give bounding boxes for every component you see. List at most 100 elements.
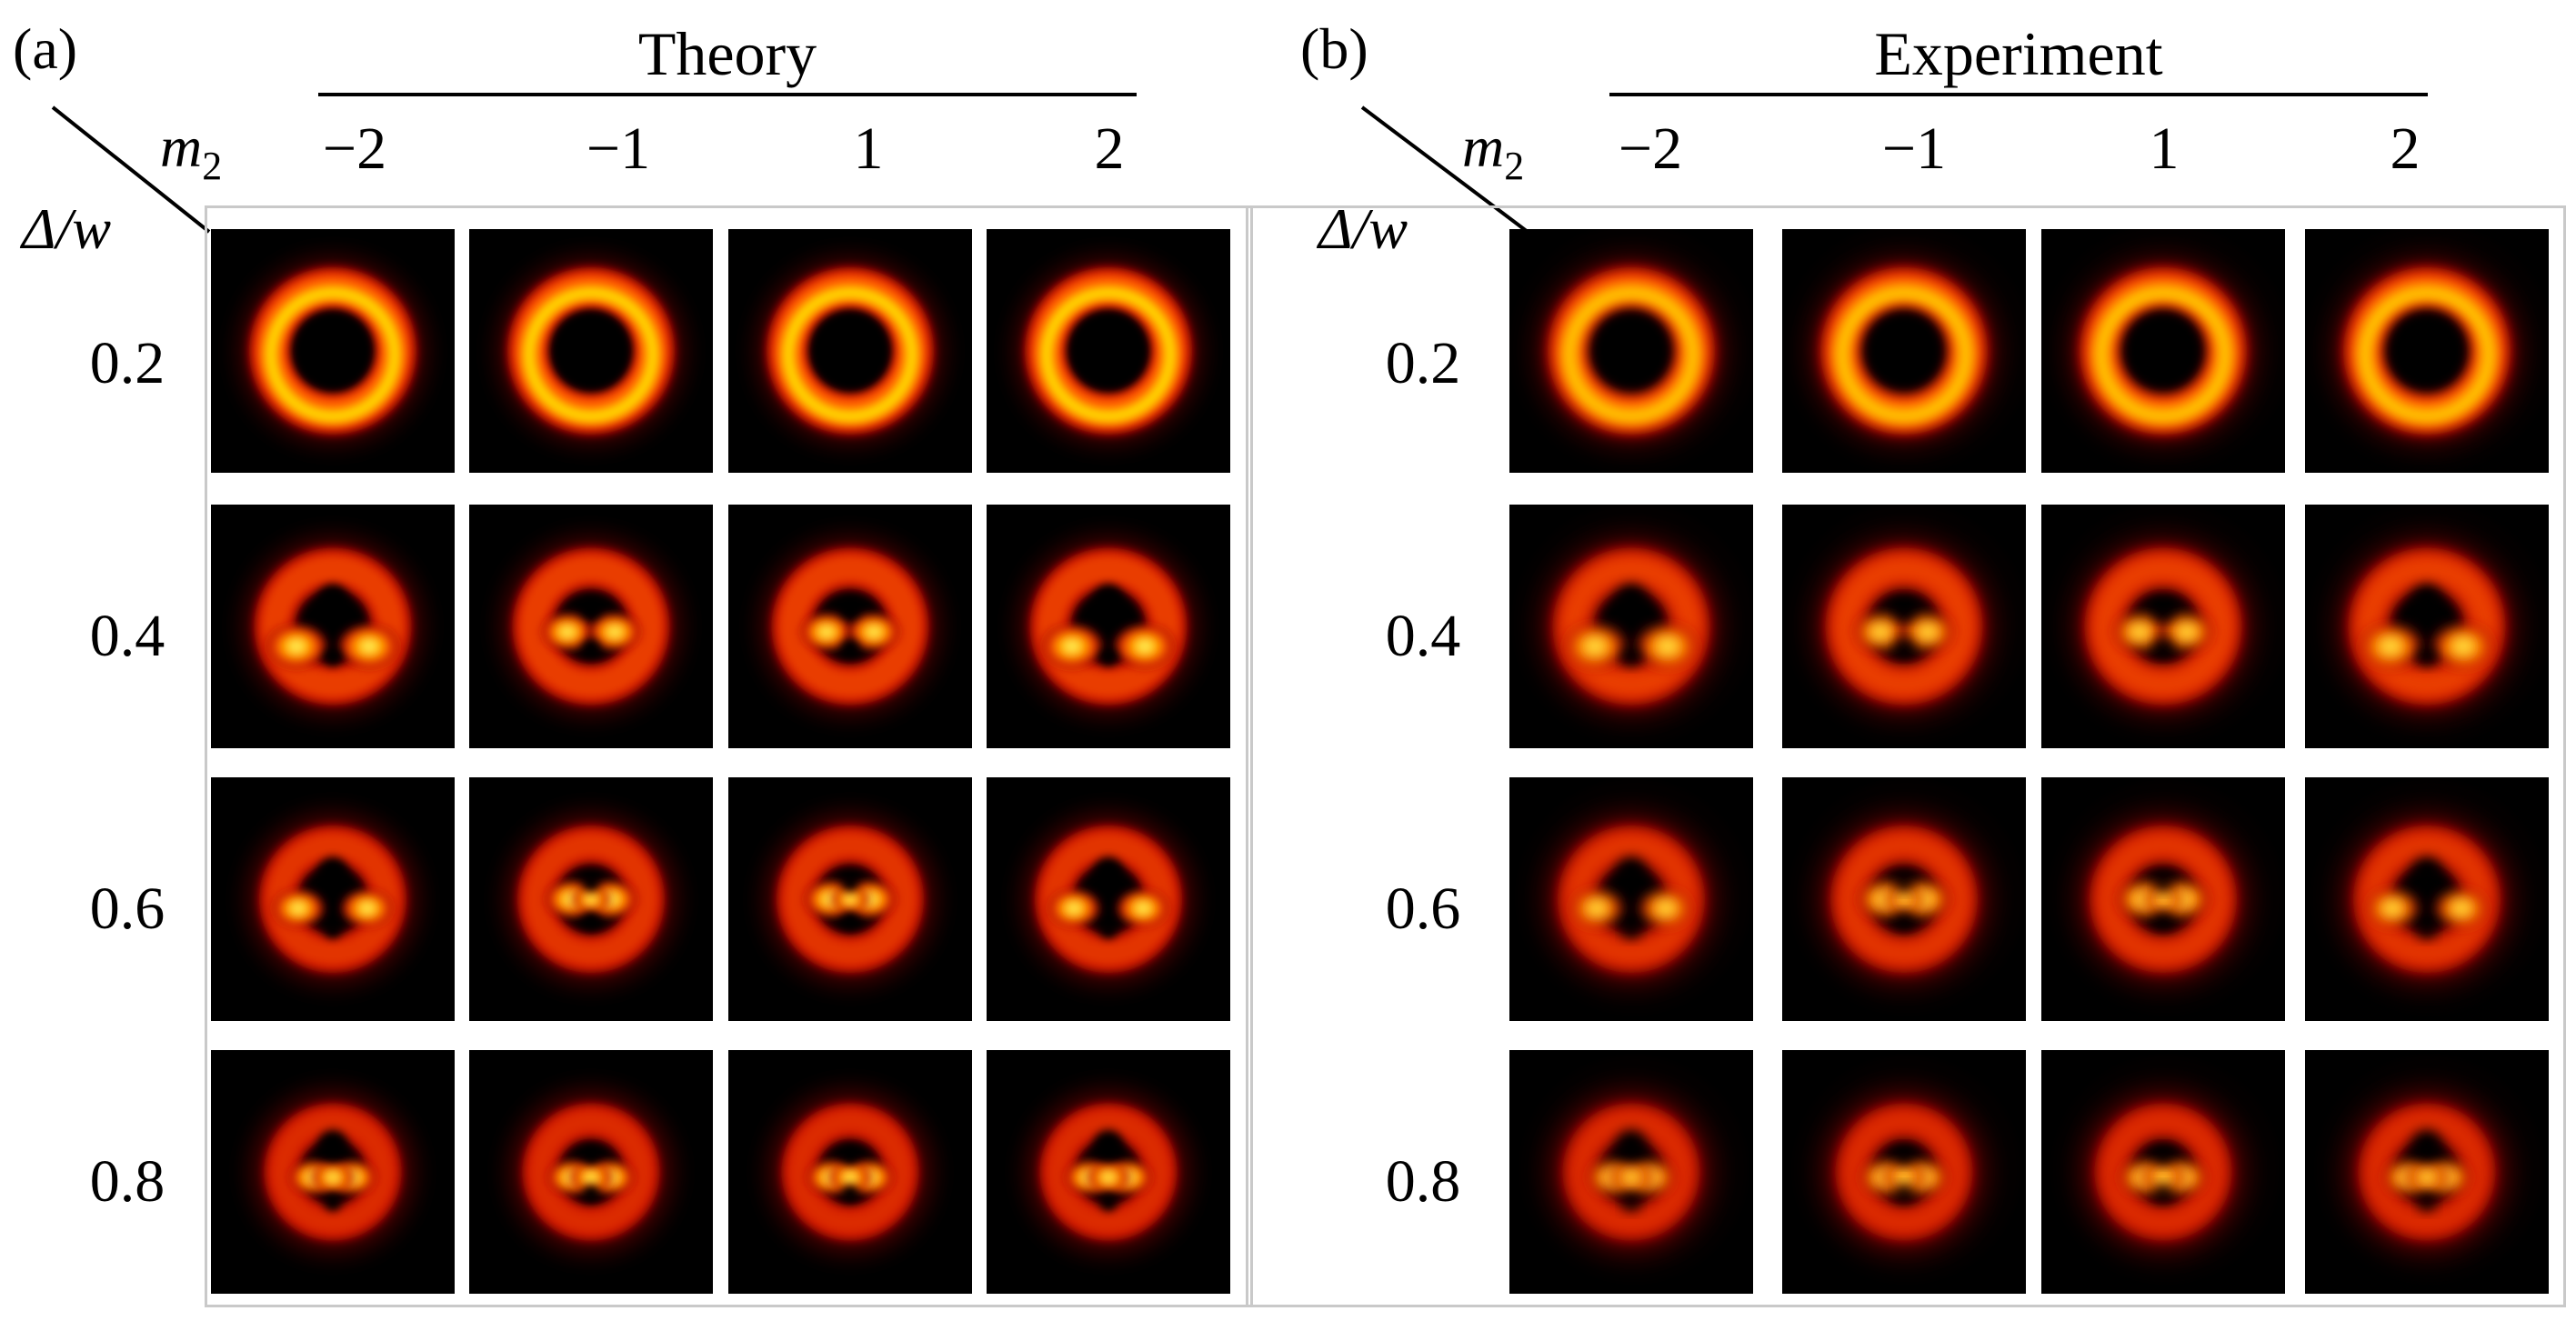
beam-intensity-pattern xyxy=(1028,1092,1188,1252)
panel-b-col-label: −1 xyxy=(1881,115,1947,182)
beam-profile-image xyxy=(242,260,424,442)
panel-b-image-cell xyxy=(1509,229,1753,473)
beam-profile-image xyxy=(1796,786,2018,1007)
beam-intensity-pattern xyxy=(249,816,416,983)
panel-a-row-label: 0.8 xyxy=(89,1148,165,1215)
panel-b-image-cell xyxy=(1782,1050,2026,1294)
beam-intensity-pattern xyxy=(500,260,682,442)
beam-intensity-pattern xyxy=(1516,230,1752,466)
panel-a-image-cell xyxy=(728,777,972,1021)
panel-a-row-label: 0.4 xyxy=(89,603,165,669)
beam-profile-image xyxy=(253,1092,413,1252)
beam-profile-image xyxy=(511,1092,671,1252)
beam-profile-image xyxy=(1523,786,1745,1007)
beam-profile-image xyxy=(1519,509,1749,738)
beam-profile-image xyxy=(1021,539,1196,714)
panel-a-image-cell xyxy=(987,505,1230,748)
beam-intensity-pattern xyxy=(2059,1062,2273,1276)
panel-a-image-cell xyxy=(987,229,1230,473)
beam-intensity-pattern xyxy=(2055,786,2277,1007)
panel-b-image-cell xyxy=(1509,505,1753,748)
panel-b-col-label: −2 xyxy=(1618,115,1683,182)
panel-b-row-label: 0.2 xyxy=(1385,330,1461,396)
panel-a-col-axis-sub: 2 xyxy=(202,144,223,188)
panel-b-image-cell xyxy=(2041,229,2285,473)
beam-intensity-pattern xyxy=(507,816,675,983)
panel-b-header-rule xyxy=(1609,93,2428,96)
beam-profile-image xyxy=(763,539,937,714)
panel-a-image-cell xyxy=(728,229,972,473)
panel-a-header-rule xyxy=(318,93,1137,96)
beam-intensity-pattern xyxy=(1527,1062,1741,1276)
beam-intensity-pattern xyxy=(1796,786,2018,1007)
panel-a-col-axis-label: m2 xyxy=(160,118,222,186)
panel-b-image-cell xyxy=(2041,777,2285,1021)
panel-a-col-label: −1 xyxy=(586,115,651,182)
beam-profile-image xyxy=(246,539,420,714)
panel-a-grid-frame xyxy=(205,205,1253,1307)
panel-a-image-cell xyxy=(469,1050,713,1294)
panel-a-header: Theory xyxy=(637,19,817,88)
panel-a-image-cell xyxy=(211,229,455,473)
beam-profile-image xyxy=(2315,509,2544,738)
panel-a-image-cell xyxy=(469,229,713,473)
panel-b-col-label: 2 xyxy=(2390,115,2421,182)
beam-intensity-pattern xyxy=(1792,509,2021,738)
beam-profile-image xyxy=(504,539,678,714)
beam-profile-image xyxy=(500,260,682,442)
beam-intensity-pattern xyxy=(253,1092,413,1252)
beam-intensity-pattern xyxy=(1021,539,1196,714)
beam-profile-image xyxy=(2322,1062,2537,1276)
beam-intensity-pattern xyxy=(242,260,424,442)
beam-profile-image xyxy=(1028,1092,1188,1252)
panel-b-image-cell xyxy=(1782,505,2026,748)
beam-intensity-pattern xyxy=(2051,509,2280,738)
beam-profile-image xyxy=(2048,230,2284,466)
beam-intensity-pattern xyxy=(2319,786,2541,1007)
beam-profile-image xyxy=(1516,230,1752,466)
panel-b-grid-frame xyxy=(1246,205,2566,1307)
beam-profile-image xyxy=(1017,260,1199,442)
panel-a-col-axis-letter: m xyxy=(160,115,203,179)
beam-profile-image xyxy=(2051,509,2280,738)
panel-a-image-cell xyxy=(211,1050,455,1294)
panel-a-col-label: 1 xyxy=(853,115,884,182)
beam-profile-image xyxy=(2059,1062,2273,1276)
panel-b-col-axis-sub: 2 xyxy=(1504,144,1525,188)
panel-b-header: Experiment xyxy=(1874,19,2163,88)
beam-profile-image xyxy=(2319,786,2541,1007)
beam-intensity-pattern xyxy=(511,1092,671,1252)
panel-b-image-cell xyxy=(1509,1050,1753,1294)
panel-b-row-label: 0.6 xyxy=(1385,876,1461,942)
panel-b-image-cell xyxy=(1782,229,2026,473)
panel-b-image-cell xyxy=(2041,1050,2285,1294)
panel-a-image-cell xyxy=(987,1050,1230,1294)
beam-intensity-pattern xyxy=(1523,786,1745,1007)
panel-a-row-label: 0.6 xyxy=(89,876,165,942)
panel-b-image-cell xyxy=(2305,505,2549,748)
panel-b-row-axis-label: Δ/w xyxy=(1318,196,1408,261)
panel-b-col-axis-label: m2 xyxy=(1462,118,1524,186)
beam-profile-image xyxy=(249,816,416,983)
panel-a-image-cell xyxy=(728,1050,972,1294)
beam-intensity-pattern xyxy=(2311,230,2548,466)
beam-profile-image xyxy=(759,260,941,442)
panel-b-tag: (b) xyxy=(1300,16,1368,81)
beam-profile-image xyxy=(2311,230,2548,466)
beam-intensity-pattern xyxy=(767,816,934,983)
beam-profile-image xyxy=(1527,1062,1741,1276)
beam-profile-image xyxy=(1789,230,2025,466)
panel-b-corner-diagonal xyxy=(1360,105,1529,234)
beam-intensity-pattern xyxy=(1799,1062,2014,1276)
beam-intensity-pattern xyxy=(1017,260,1199,442)
beam-intensity-pattern xyxy=(1519,509,1749,738)
beam-profile-image xyxy=(2055,786,2277,1007)
beam-profile-image xyxy=(1799,1062,2014,1276)
panel-b-image-cell xyxy=(1509,777,1753,1021)
panel-a-col-label: −2 xyxy=(322,115,387,182)
beam-profile-image xyxy=(507,816,675,983)
panel-a-image-cell xyxy=(987,777,1230,1021)
beam-intensity-pattern xyxy=(759,260,941,442)
beam-intensity-pattern xyxy=(2048,230,2284,466)
